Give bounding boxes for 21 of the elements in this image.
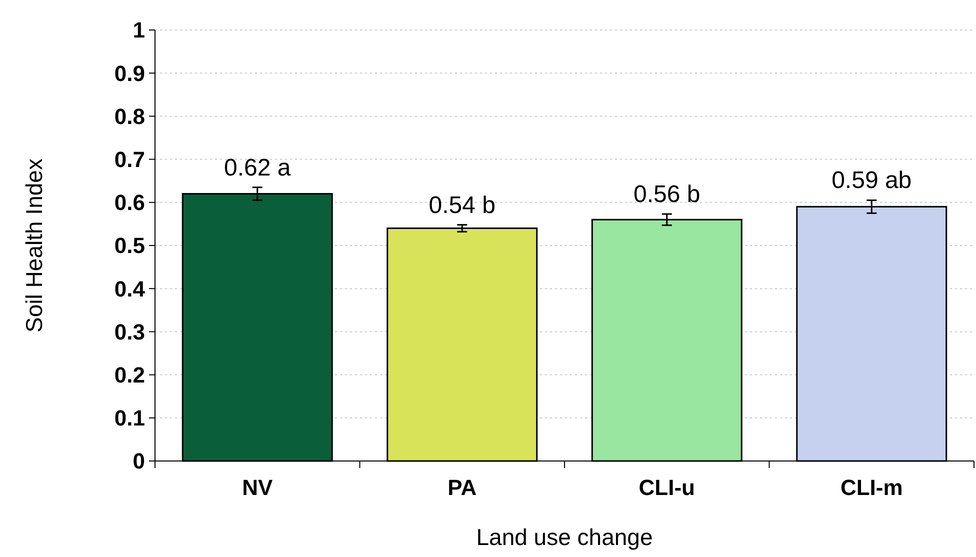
- x-tick-label: CLI-u: [638, 475, 695, 500]
- y-tick-label: 0.5: [114, 233, 145, 258]
- y-tick-label: 0.9: [114, 60, 145, 86]
- data-label: 0.54 b: [428, 192, 496, 219]
- x-tick-label: PA: [448, 475, 477, 500]
- y-tick-label: 1: [132, 18, 145, 43]
- y-tick-label: 0.3: [114, 319, 145, 344]
- y-tick-label: 0.2: [114, 362, 145, 388]
- y-tick-label: 0: [132, 448, 145, 474]
- y-axis-title: Soil Health Index: [21, 158, 47, 332]
- y-tick-label: 0.1: [114, 406, 145, 431]
- x-axis-title: Land use change: [476, 524, 653, 550]
- y-tick-label: 0.8: [114, 104, 145, 129]
- y-tick-label: 0.7: [114, 147, 145, 172]
- x-tick-label: CLI-m: [840, 475, 903, 500]
- y-tick-label: 0.4: [114, 276, 146, 302]
- data-label: 0.59 ab: [832, 167, 912, 194]
- y-tick-label: 0.6: [114, 190, 145, 216]
- x-tick-label: NV: [242, 475, 273, 500]
- data-label: 0.62 a: [224, 154, 292, 182]
- data-label: 0.56 b: [634, 181, 700, 208]
